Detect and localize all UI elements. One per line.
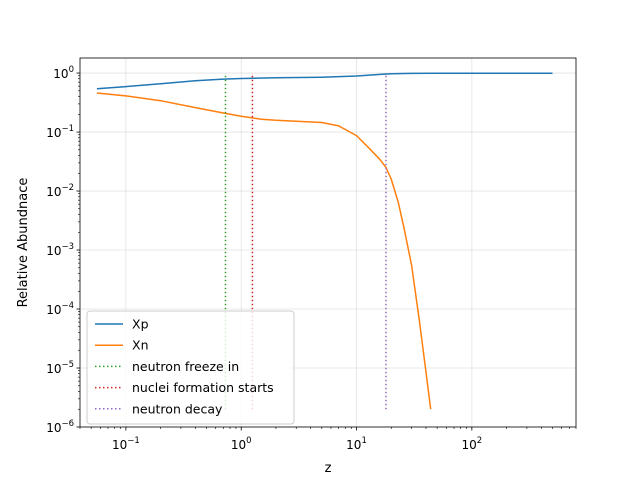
legend-label: neutron decay bbox=[132, 401, 223, 416]
x-tick-label: 102 bbox=[462, 436, 483, 452]
legend-label: neutron freeze in bbox=[132, 359, 239, 374]
y-tick-label: 10−5 bbox=[46, 360, 74, 376]
legend-label: Xp bbox=[132, 317, 149, 332]
y-tick-label: 10−3 bbox=[46, 242, 74, 258]
x-axis-label: z bbox=[325, 461, 332, 476]
y-tick-label: 10−6 bbox=[46, 419, 74, 435]
y-tick-label: 10−2 bbox=[46, 183, 74, 199]
axis-ticks: 10−1 100 101 102 10−6 10−5 10−4 10−3 10−2 10−1 100 bbox=[46, 65, 577, 452]
legend-label: nuclei formation starts bbox=[132, 380, 274, 395]
series-line-1 bbox=[96, 92, 432, 410]
x-tick-label: 100 bbox=[231, 436, 252, 452]
x-tick-label: 101 bbox=[346, 436, 367, 452]
y-axis-label: Relative Abundnace bbox=[16, 178, 31, 308]
y-tick-label: 100 bbox=[53, 65, 74, 81]
axes-frame bbox=[79, 57, 577, 428]
legend: Xp Xn neutron freeze in nuclei formation st… bbox=[86, 310, 295, 425]
y-tick-label: 10−4 bbox=[46, 301, 74, 317]
legend-label: Xn bbox=[132, 338, 149, 353]
series-line-0 bbox=[96, 72, 553, 90]
legend-box bbox=[86, 310, 295, 425]
y-tick-label: 10−1 bbox=[46, 124, 74, 140]
x-tick-label: 10−1 bbox=[112, 436, 140, 452]
